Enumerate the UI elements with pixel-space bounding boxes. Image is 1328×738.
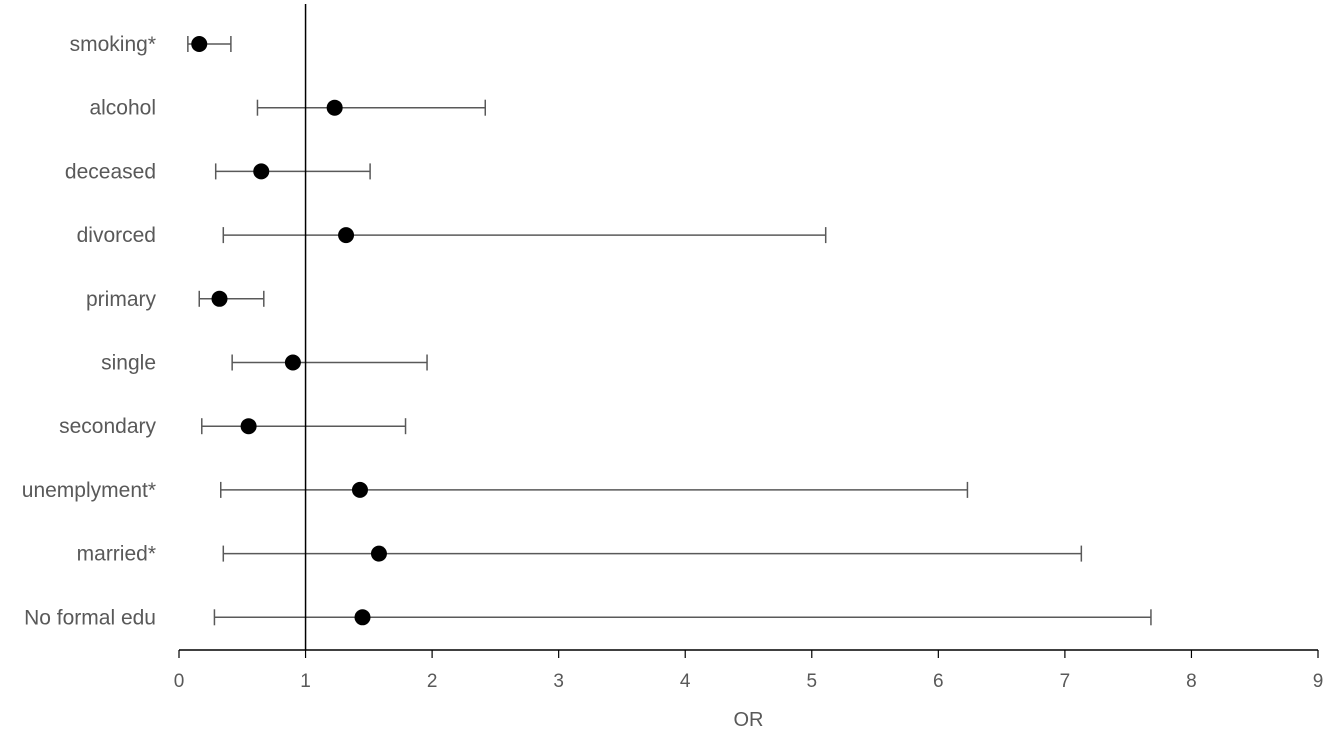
x-axis-title: OR: [734, 709, 764, 731]
x-ticks-group: 0 1 2 3 4 5 6 7 8 9: [174, 650, 1324, 692]
or-point: [338, 227, 355, 244]
x-tick-label: 0: [174, 671, 185, 692]
category-label: married*: [77, 543, 156, 566]
points-group: [191, 36, 387, 626]
x-tick-label: 4: [680, 671, 691, 692]
category-label: single: [101, 352, 156, 375]
category-label: primary: [86, 288, 157, 311]
x-tick-label: 2: [427, 671, 438, 692]
or-point: [191, 36, 208, 52]
category-label: unemplyment*: [22, 479, 156, 502]
x-tick-label: 7: [1060, 671, 1071, 692]
category-label: deceased: [65, 160, 156, 183]
x-tick-label: 1: [300, 671, 311, 692]
or-point: [351, 481, 368, 498]
or-point: [326, 99, 343, 116]
x-tick-label: 5: [806, 671, 817, 692]
category-label: smoking*: [70, 33, 156, 56]
or-point: [211, 290, 228, 307]
or-point: [253, 163, 270, 180]
or-point: [240, 418, 257, 435]
or-point: [284, 354, 301, 371]
category-label: secondary: [59, 415, 156, 438]
x-tick-label: 8: [1186, 671, 1197, 692]
category-labels-group: smoking* alcohol deceased divorced primary si…: [22, 33, 157, 629]
error-bars-group: [187, 36, 1152, 626]
category-label: divorced: [77, 224, 156, 247]
category-label: No formal edu: [24, 606, 156, 629]
or-point: [354, 609, 371, 626]
x-tick-label: 6: [933, 671, 944, 692]
or-point: [370, 545, 387, 562]
x-tick-label: 3: [553, 671, 564, 692]
category-label: alcohol: [89, 97, 156, 120]
x-tick-label: 9: [1313, 671, 1324, 692]
